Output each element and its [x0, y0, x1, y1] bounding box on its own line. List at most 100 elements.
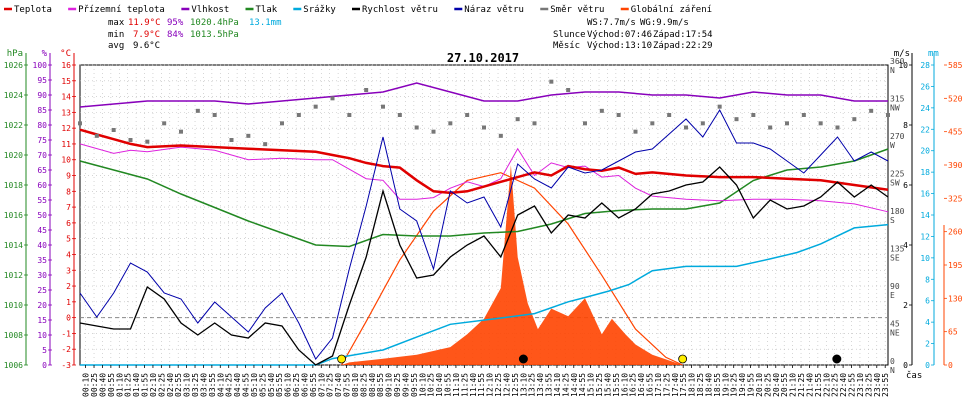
x-tick-label: 17:40	[671, 373, 680, 397]
x-tick-label: 04:25	[225, 373, 234, 397]
x-tick-label: 18:55	[713, 373, 722, 397]
x-tick-label: 02:10	[149, 373, 158, 397]
series-wind-speed	[79, 166, 889, 366]
humidity-tick-label: 10	[37, 331, 47, 340]
wind-direction-point	[229, 138, 234, 142]
humidity-tick-label: 50	[37, 211, 47, 220]
direction-tick-label: 180	[890, 207, 905, 216]
wind-direction-point	[313, 104, 318, 109]
x-tick-label: 03:25	[191, 373, 200, 397]
temperature-tick-label: -3	[61, 361, 71, 370]
wind-direction-point	[717, 104, 722, 109]
stat-min-temp: 7.9°C	[133, 30, 160, 40]
x-tick-label: 12:25	[494, 373, 503, 397]
wind-direction-point	[431, 129, 436, 134]
humidity-tick-label: 20	[37, 301, 47, 310]
direction-compass-label: N	[890, 366, 895, 375]
wind-direction-point	[397, 113, 402, 117]
direction-tick-label: 315	[890, 95, 905, 104]
info-moonrise: Východ:13:10	[587, 41, 652, 51]
pressure-axis-unit: hPa	[7, 49, 23, 59]
legend-entry: Náraz větru	[464, 5, 524, 15]
pressure-tick-label: 1018	[4, 181, 23, 190]
direction-compass-label: E	[890, 291, 895, 300]
info-wg: WG:9.9m/s	[640, 18, 689, 28]
wind-direction-point	[751, 113, 756, 117]
wind-direction-point	[280, 121, 284, 126]
x-tick-label: 09:55	[410, 373, 419, 397]
wind-direction-point	[667, 113, 672, 117]
humidity-tick-label: 35	[37, 256, 47, 265]
x-tick-label: 05:10	[250, 373, 259, 397]
x-tick-label: 12:40	[502, 373, 511, 397]
series-solar-radiation	[80, 165, 888, 365]
x-tick-label: 06:55	[309, 373, 318, 397]
direction-compass-label: SE	[890, 254, 900, 263]
x-tick-label: 10:55	[444, 373, 453, 397]
temperature-tick-label: 11	[61, 140, 71, 149]
humidity-tick-label: 5	[42, 346, 47, 355]
wind-direction-point	[347, 113, 352, 117]
wind-direction-point	[532, 121, 537, 126]
x-tick-label: 22:55	[848, 373, 857, 397]
x-tick-label: 02:25	[157, 373, 166, 397]
wind-direction-point	[465, 113, 470, 117]
wind-direction-point	[246, 133, 251, 138]
x-tick-label: 09:40	[401, 373, 410, 397]
wind-direction-point	[852, 117, 857, 122]
x-tick-label: 08:40	[368, 373, 377, 397]
stat-min-press: 1013.5hPa	[190, 30, 239, 40]
humidity-tick-label: 25	[37, 286, 47, 295]
x-tick-label: 03:40	[199, 373, 208, 397]
x-tick-label: 16:10	[620, 373, 629, 397]
temperature-tick-label: 9	[66, 172, 71, 181]
x-tick-label: 19:55	[747, 373, 756, 397]
series-pressure	[79, 148, 889, 248]
humidity-tick-label: 0	[42, 361, 47, 370]
x-tick-label: 05:40	[267, 373, 276, 397]
moonrise-icon	[518, 354, 528, 364]
wind-direction-point	[330, 96, 335, 101]
wind-direction-point	[78, 121, 82, 126]
x-tick-label: 15:40	[603, 373, 612, 397]
wind-tick-label: 10	[898, 61, 908, 70]
wind-direction-point	[448, 121, 453, 126]
wind-tick-label: 2	[903, 301, 908, 310]
x-tick-label: 01:25	[124, 373, 133, 397]
humidity-tick-label: 70	[37, 151, 47, 160]
legend-entry: Přízemní teplota	[78, 5, 165, 15]
wind-direction-point	[94, 133, 99, 138]
legend-entry: Vlhkost	[191, 5, 229, 15]
x-tick-label: 07:55	[343, 373, 352, 397]
x-tick-label: 17:10	[654, 373, 663, 397]
info-panel: max 11.9°C 95% 1020.4hPa 13.1mm min 7.9°…	[108, 18, 713, 51]
x-tick-label: 03:10	[183, 373, 192, 397]
series-ground-temperature	[79, 143, 889, 213]
x-tick-label: 00:55	[107, 373, 116, 397]
moonset-icon	[832, 354, 842, 364]
wind-direction-point	[515, 117, 520, 122]
x-tick-label: 13:10	[519, 373, 528, 397]
sunset-icon	[678, 354, 688, 364]
wind-direction-point	[179, 129, 183, 134]
series-wind-gust	[79, 108, 889, 360]
x-axis-label: čas	[906, 370, 922, 381]
radiation-layer	[80, 165, 888, 366]
x-tick-label: 10:25	[427, 373, 436, 397]
rain-tick-label: 8	[925, 275, 930, 284]
x-tick-label: 08:10	[351, 373, 360, 397]
wind-direction-point	[498, 133, 503, 138]
humidity-tick-label: 95	[37, 76, 47, 85]
wind-direction-point	[650, 121, 655, 126]
temperature-tick-label: 14	[61, 93, 71, 102]
direction-tick-label: 0	[890, 357, 895, 366]
temperature-tick-label: 13	[61, 108, 71, 117]
wind-direction-point	[700, 121, 705, 126]
x-tick-label: 13:25	[528, 373, 537, 397]
humidity-tick-label: 40	[37, 241, 47, 250]
x-tick-label: 22:25	[831, 373, 840, 397]
x-tick-label: 00:10	[82, 373, 91, 397]
rain-tick-label: 26	[920, 82, 930, 91]
wind-direction-point	[162, 121, 167, 126]
x-tick-label: 21:25	[797, 373, 806, 397]
